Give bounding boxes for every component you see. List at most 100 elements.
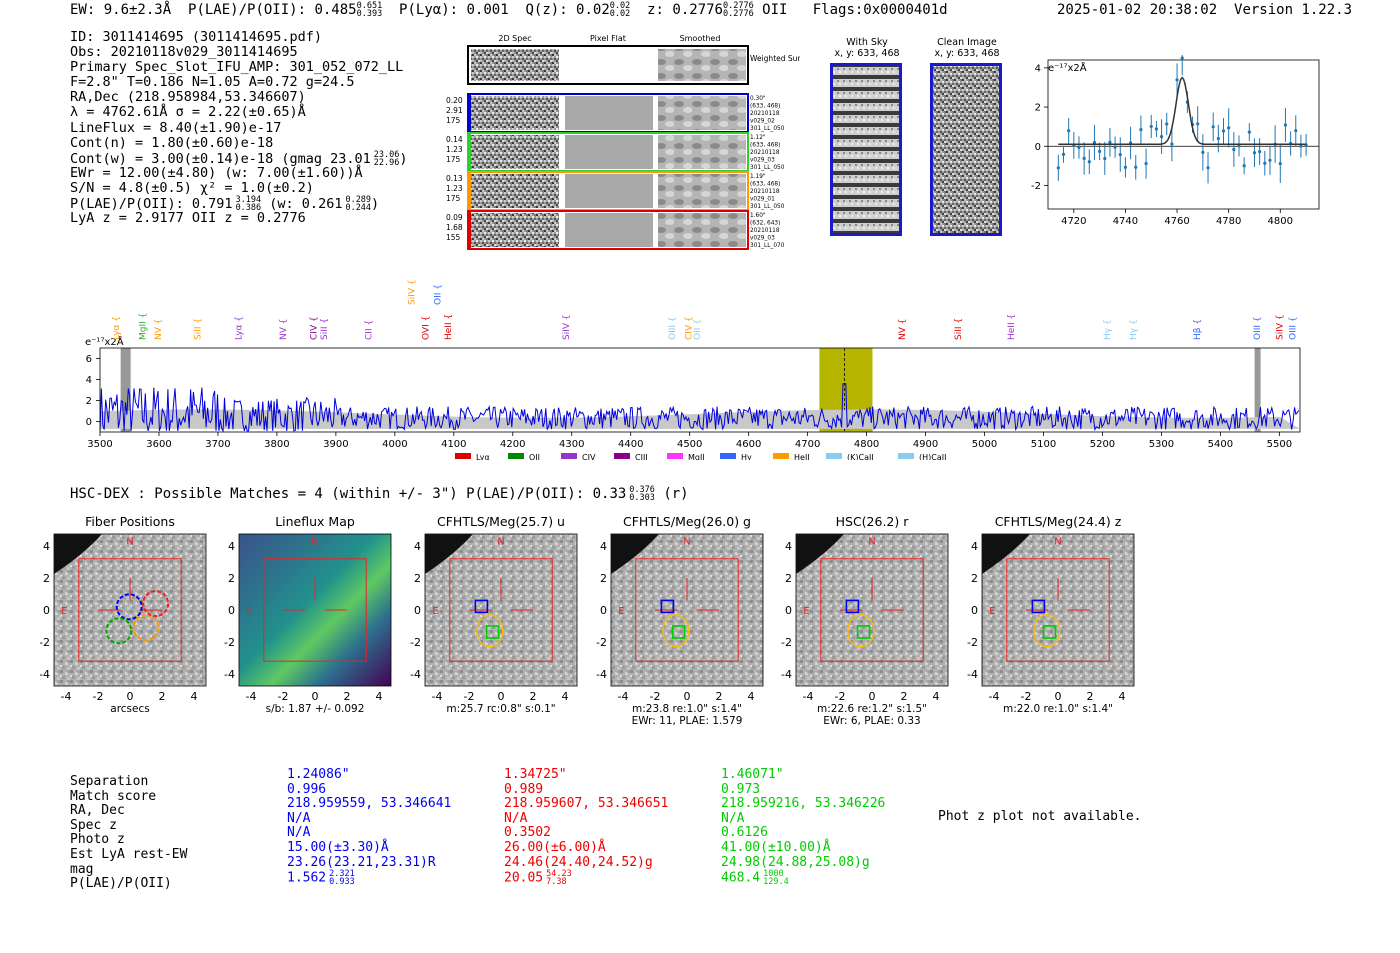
cutout-y-tick: -2 bbox=[410, 636, 421, 649]
legend-label: (H)CaII bbox=[919, 453, 946, 460]
fiber-right-label: v029_03 bbox=[750, 158, 775, 164]
match-3-marker bbox=[1042, 625, 1057, 639]
info-lambda: λ = 4762.61Å σ = 2.22(±0.65)Å bbox=[70, 104, 306, 121]
header-plae-lo: 0.393 bbox=[356, 9, 383, 19]
zoom-y-tick-label: 2 bbox=[1035, 103, 1041, 114]
cutout-title: CFHTLS/Meg(24.4) z bbox=[995, 514, 1122, 529]
header-flags: Flags:0x0000401d bbox=[812, 2, 948, 18]
cutout-title: HSC(26.2) r bbox=[836, 514, 910, 529]
full-spectrum-unit: e⁻¹⁷x2Å bbox=[85, 335, 124, 348]
cutout-sublabel: EWr: 11, PLAE: 1.579 bbox=[632, 715, 743, 727]
full-x-tick-label: 5000 bbox=[972, 439, 997, 450]
header-summary: EW: 9.6±2.3Å P(LAE)/P(OII): 0.485 0.651 0.… bbox=[70, 2, 948, 19]
zoom-data-point bbox=[1294, 129, 1298, 133]
full-x-tick-label: 5100 bbox=[1031, 439, 1056, 450]
info-plae-lo: 0.386 bbox=[235, 203, 262, 214]
cutout-y-tick: -4 bbox=[967, 668, 978, 681]
zoom-data-point bbox=[1123, 165, 1128, 169]
zoom-data-point bbox=[1061, 152, 1066, 156]
fiber-right-label: 20210118 bbox=[750, 111, 780, 117]
edge-mask-right bbox=[1254, 348, 1261, 432]
cutout-y-tick: 0 bbox=[43, 604, 50, 617]
weighted-sum-2d bbox=[471, 49, 559, 81]
fiber-2d-spec bbox=[471, 174, 559, 208]
zoom-data-point bbox=[1144, 162, 1148, 166]
match-3-marker bbox=[671, 625, 686, 639]
zoom-spectrum-unit: e⁻¹⁷x2Å bbox=[1048, 61, 1087, 74]
emission-line-label: NV { bbox=[279, 319, 289, 340]
cutout-image bbox=[795, 533, 949, 687]
info-cont-w-lo: 22.96 bbox=[373, 157, 400, 168]
compass-east: E bbox=[803, 606, 809, 617]
fiber-right-label: 20210118 bbox=[750, 189, 780, 195]
cand1-plae-lo: 0.933 bbox=[329, 877, 355, 888]
zoom-data-point bbox=[1196, 122, 1200, 126]
zoom-data-point bbox=[1232, 147, 1236, 152]
cand-label: Separation bbox=[70, 774, 149, 789]
fiber-right-label: (633, 468) bbox=[750, 143, 780, 149]
zoom-data-point bbox=[1139, 127, 1143, 132]
cutout-y-tick: -2 bbox=[596, 636, 607, 649]
fiber-pixel-flat bbox=[565, 96, 653, 130]
weighted-sum-label: Weighted Sum bbox=[750, 54, 800, 63]
hsc-dex-p-lo: 0.303 bbox=[629, 493, 655, 503]
full-x-tick-label: 3900 bbox=[323, 439, 348, 450]
compass-north: N bbox=[311, 536, 318, 547]
cutout-y-tick: -2 bbox=[781, 636, 792, 649]
cutout-x-tick: 0 bbox=[498, 690, 505, 703]
cutout-x-tick: 0 bbox=[312, 690, 319, 703]
cutout-y-tick: -2 bbox=[40, 636, 50, 649]
info-cont-n: Cont(n) = 1.80(±0.60)e-18 bbox=[70, 134, 274, 151]
cutout-x-tick: -2 bbox=[835, 690, 846, 703]
fiber-left-label: 0.13 bbox=[446, 174, 463, 183]
compass-north: N bbox=[1054, 536, 1061, 547]
emission-line-label: NV { bbox=[154, 319, 164, 340]
fiber-circle bbox=[132, 614, 160, 642]
cutout-y-tick: -4 bbox=[40, 668, 50, 681]
phot-z-message: Phot z plot not available. bbox=[938, 809, 1142, 824]
info-plae-w-hi: 0.289 bbox=[345, 195, 372, 206]
clean-image bbox=[930, 63, 1002, 236]
cutout-y-tick: 4 bbox=[43, 540, 50, 553]
cutout-x-tick: 0 bbox=[869, 690, 876, 703]
cand1-value: 15.00(±3.30)Å bbox=[287, 839, 389, 855]
info-ewr: EWr = 12.00(±4.80) (w: 7.00(±1.60))Å bbox=[70, 164, 363, 181]
fiber-right-label: 1.60" bbox=[750, 213, 766, 219]
header-qz: Q(z): 0.02 bbox=[525, 2, 610, 18]
cand-label: RA, Dec bbox=[70, 803, 125, 819]
cutout-y-tick: 2 bbox=[43, 572, 50, 585]
cutout-xlabel: s/b: 1.87 +/- 0.092 bbox=[266, 703, 365, 715]
cand1-value: 0.996 bbox=[287, 781, 327, 797]
zoom-data-point bbox=[1098, 149, 1102, 153]
zoom-data-point bbox=[1056, 166, 1060, 170]
cutout-x-tick: -2 bbox=[93, 690, 104, 703]
legend-swatch bbox=[773, 453, 789, 459]
cand2-plae-lo: 7.38 bbox=[546, 877, 567, 888]
zoom-data-point bbox=[1221, 129, 1226, 133]
cand-label: Photo z bbox=[70, 832, 125, 848]
cand-label: P(LAE)/P(OII) bbox=[70, 876, 172, 892]
cand2-plae: 20.05 bbox=[504, 870, 544, 886]
cand3-plae-lo: 129.4 bbox=[763, 877, 789, 888]
legend-swatch bbox=[561, 453, 577, 459]
fiber-smoothed bbox=[658, 135, 746, 169]
emission-line-label: SiIV { bbox=[1275, 314, 1285, 340]
info-lineflux: LineFlux = 8.40(±1.90)e-17 bbox=[70, 119, 282, 136]
zoom-data-point bbox=[1180, 56, 1184, 60]
emission-line-label: OII { bbox=[693, 319, 703, 340]
cutout-x-tick: 2 bbox=[716, 690, 723, 703]
emission-line-label: HeII { bbox=[1007, 314, 1017, 340]
info-plae: P(LAE)/P(OII): 0.791 bbox=[70, 196, 233, 213]
with-sky-image bbox=[830, 63, 902, 236]
cutout-y-tick: -4 bbox=[781, 668, 792, 681]
fiber-2d-spec bbox=[471, 96, 559, 130]
compass-east: E bbox=[989, 606, 995, 617]
full-spectrum-chart: e⁻¹⁷x2Å 3500 3600 3700 3800 3900 4000 4100 4200… bbox=[85, 279, 1301, 460]
cutout-x-tick: 4 bbox=[933, 690, 940, 703]
cutout-xlabel: m:22.0 re:1.0" s:1.4" bbox=[1003, 703, 1113, 715]
full-y-tick-label: 6 bbox=[86, 354, 92, 365]
cutout-image bbox=[424, 533, 578, 687]
cutout-x-tick: -2 bbox=[464, 690, 475, 703]
zoom-data-point bbox=[1278, 161, 1282, 166]
search-box bbox=[449, 558, 553, 662]
